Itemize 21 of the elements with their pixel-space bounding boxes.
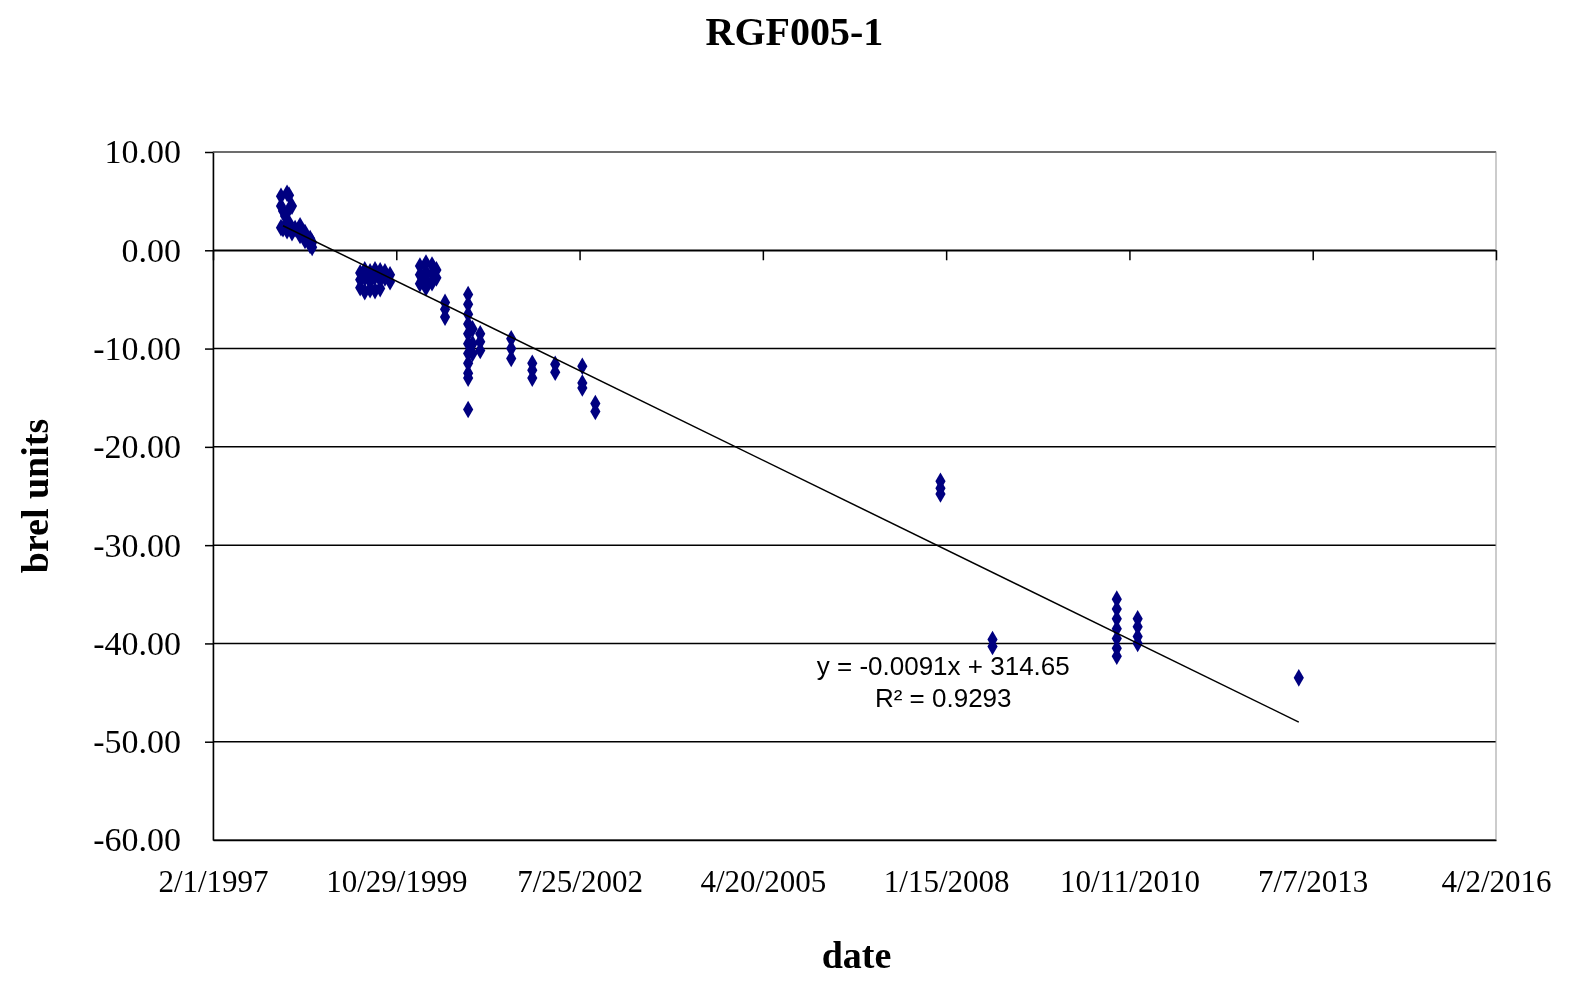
x-tick-label: 7/7/2013 [1258,864,1369,900]
x-tick-label: 4/20/2005 [700,864,827,900]
y-tick-label: -20.00 [93,428,181,466]
x-tick-label: 10/29/1999 [326,864,468,900]
chart-title: RGF005-1 [705,9,884,54]
x-tick-label: 10/11/2010 [1059,864,1200,900]
annotation: y = -0.0091x + 314.65 [816,650,1070,681]
y-tick-label: -10.00 [93,329,181,367]
y-tick-label: -30.00 [93,526,181,564]
x-tick-label: 2/1/1997 [158,864,269,900]
y-tick-label: -60.00 [93,821,181,859]
annotation: R² = 0.9293 [874,682,1012,713]
y-tick-label: 10.00 [104,133,181,171]
y-tick-label: -40.00 [93,624,181,662]
x-tick-label: 7/25/2002 [517,864,643,900]
y-tick-label: -50.00 [93,723,181,761]
y-axis-title: brel units [14,418,56,574]
y-tick-label: 0.00 [121,231,181,269]
x-tick-label: 4/2/2016 [1441,864,1552,900]
x-tick-label: 1/15/2008 [883,864,1010,900]
x-axis-title: date [821,934,892,976]
